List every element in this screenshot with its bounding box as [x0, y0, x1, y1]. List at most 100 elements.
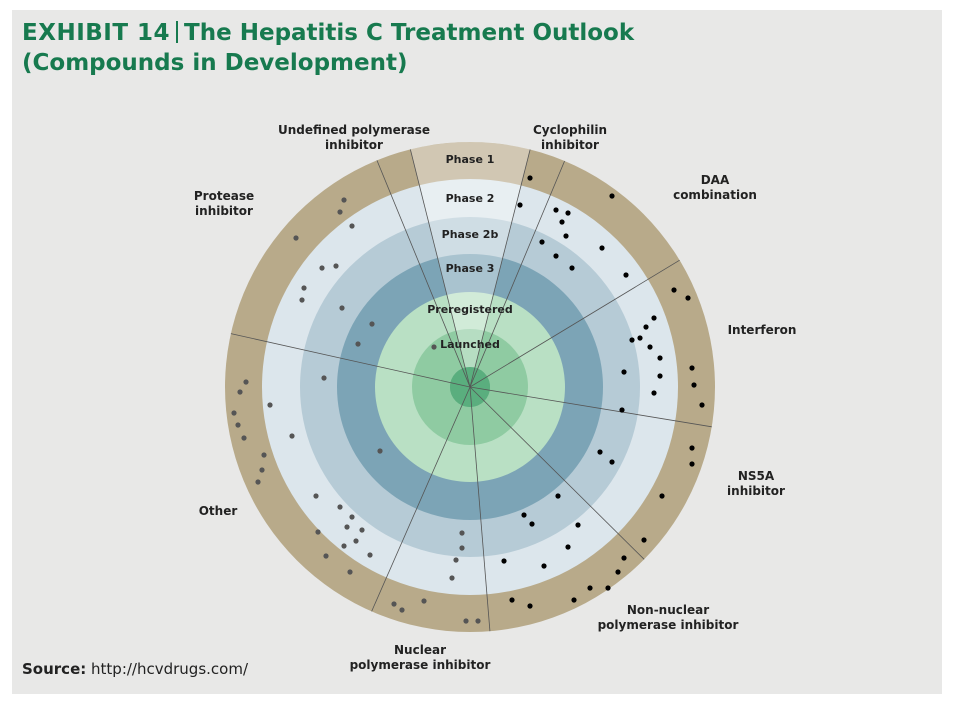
sector-label: inhibitor [727, 484, 785, 498]
compound-dot [651, 315, 657, 321]
compound-dot [587, 585, 593, 591]
exhibit-number: EXHIBIT 14 [22, 20, 171, 46]
compound-dot [315, 529, 321, 535]
compound-dot [565, 544, 571, 550]
compound-dot [235, 422, 241, 428]
compound-dot [659, 493, 665, 499]
sector-label: Interferon [728, 323, 797, 337]
compound-dot [301, 285, 307, 291]
compound-dot [431, 344, 437, 350]
compound-dot [367, 552, 373, 558]
sector-line [469, 386, 491, 632]
title-block: EXHIBIT 14 The Hepatitis C Treatment Outl… [22, 18, 634, 78]
compound-dot [559, 219, 565, 225]
compound-dot [527, 603, 533, 609]
compound-dot [289, 433, 295, 439]
compound-dot [541, 563, 547, 569]
compound-dot [475, 618, 481, 624]
compound-dot [313, 493, 319, 499]
compound-dot [349, 514, 355, 520]
compound-dot [241, 435, 247, 441]
compound-dot [623, 272, 629, 278]
compound-dot [255, 479, 261, 485]
sector-label: Protease [194, 189, 254, 203]
compound-dot [699, 402, 705, 408]
phase-label: Phase 1 [446, 153, 495, 166]
compound-dot [459, 545, 465, 551]
compound-dot [259, 467, 265, 473]
phase-label: Phase 2b [442, 228, 499, 241]
compound-dot [509, 597, 515, 603]
sector-line [376, 160, 471, 388]
compound-dot [575, 522, 581, 528]
compound-dot [323, 553, 329, 559]
compound-dot [341, 543, 347, 549]
subtitle: (Compounds in Development) [22, 50, 408, 76]
compound-dot [657, 373, 663, 379]
sector-label: inhibitor [195, 204, 253, 218]
title: The Hepatitis C Treatment Outlook [184, 20, 635, 46]
compound-dot [333, 263, 339, 269]
compound-dot [651, 390, 657, 396]
compound-dot [293, 235, 299, 241]
source: Source: http://hcvdrugs.com/ [22, 660, 248, 678]
sector-label: DAA [701, 173, 730, 187]
sector-line [409, 149, 471, 388]
compound-dot [641, 537, 647, 543]
sector-line [469, 386, 645, 560]
compound-dot [377, 448, 383, 454]
separator [176, 21, 179, 43]
compound-dot [671, 287, 677, 293]
compound-dot [501, 558, 507, 564]
compound-dot [243, 379, 249, 385]
sector-label: Non-nuclear [627, 603, 709, 617]
compound-dot [399, 607, 405, 613]
compound-dot [261, 452, 267, 458]
compound-dot [563, 233, 569, 239]
sector-label: inhibitor [325, 138, 383, 152]
compound-dot [299, 297, 305, 303]
compound-dot [553, 207, 559, 213]
compound-dot [459, 530, 465, 536]
phase-label: Preregistered [427, 303, 513, 316]
compound-dot [359, 527, 365, 533]
sector-label: Cyclophilin [533, 123, 607, 137]
compound-dot [555, 493, 561, 499]
sector-line [469, 149, 531, 388]
compound-dot [369, 321, 375, 327]
sector-line [230, 333, 471, 388]
compound-dot [453, 557, 459, 563]
compound-dot [689, 365, 695, 371]
compound-dot [341, 197, 347, 203]
compound-dot [637, 335, 643, 341]
compound-dot [319, 265, 325, 271]
compound-dot [685, 295, 691, 301]
compound-dot [517, 202, 523, 208]
compound-dot [657, 355, 663, 361]
compound-dot [355, 341, 361, 347]
sector-label: NS5A [738, 469, 775, 483]
compound-dot [529, 521, 535, 527]
phase-label: Phase 2 [446, 192, 495, 205]
sector-line [371, 386, 471, 612]
compound-dot [449, 575, 455, 581]
compound-dot [689, 461, 695, 467]
compound-dot [619, 407, 625, 413]
compound-dot [521, 512, 527, 518]
compound-dot [643, 324, 649, 330]
compound-dot [621, 369, 627, 375]
compound-dot [565, 210, 571, 216]
compound-dot [321, 375, 327, 381]
compound-dot [647, 344, 653, 350]
compound-dot [267, 402, 273, 408]
compound-dot [231, 410, 237, 416]
phase-label: Phase 3 [446, 262, 495, 275]
sector-line [469, 259, 680, 388]
compound-dot [621, 555, 627, 561]
sector-line [469, 386, 712, 428]
sector-label: Other [199, 504, 238, 518]
compound-dot [237, 389, 243, 395]
compound-dot [391, 601, 397, 607]
source-label: Source: [22, 660, 87, 678]
